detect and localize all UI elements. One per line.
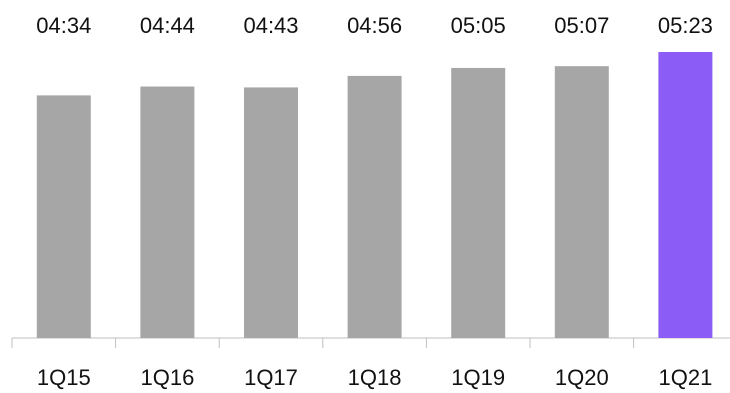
x-tick-label-1q18: 1Q18	[348, 365, 402, 390]
data-label-1q20: 05:07	[554, 13, 609, 38]
data-labels: 04:34 04:44 04:43 04:56 05:05 05:07 05:23	[36, 13, 713, 38]
data-label-1q16: 04:44	[140, 13, 195, 38]
data-label-1q19: 05:05	[451, 13, 506, 38]
data-label-1q18: 04:56	[347, 13, 402, 38]
data-label-1q17: 04:43	[243, 13, 298, 38]
bar-1q21	[658, 52, 713, 338]
data-label-1q21: 05:23	[658, 13, 713, 38]
bar-series	[36, 52, 713, 339]
x-axis-labels: 1Q15 1Q16 1Q17 1Q18 1Q19 1Q20 1Q21	[37, 365, 712, 390]
bar-1q19	[451, 67, 506, 338]
x-tick-label-1q15: 1Q15	[37, 365, 91, 390]
x-tick-label-1q17: 1Q17	[244, 365, 298, 390]
x-tick-label-1q16: 1Q16	[140, 365, 194, 390]
x-tick-label-1q21: 1Q21	[658, 365, 712, 390]
x-tick-label-1q20: 1Q20	[555, 365, 609, 390]
data-label-1q15: 04:34	[36, 13, 91, 38]
x-axis-ticks	[11, 338, 635, 348]
bar-1q15	[36, 95, 91, 338]
bar-1q18	[347, 75, 402, 339]
bar-1q20	[554, 66, 609, 339]
x-tick-label-1q19: 1Q19	[451, 365, 505, 390]
bar-1q17	[244, 87, 298, 338]
bar-1q16	[140, 86, 195, 339]
